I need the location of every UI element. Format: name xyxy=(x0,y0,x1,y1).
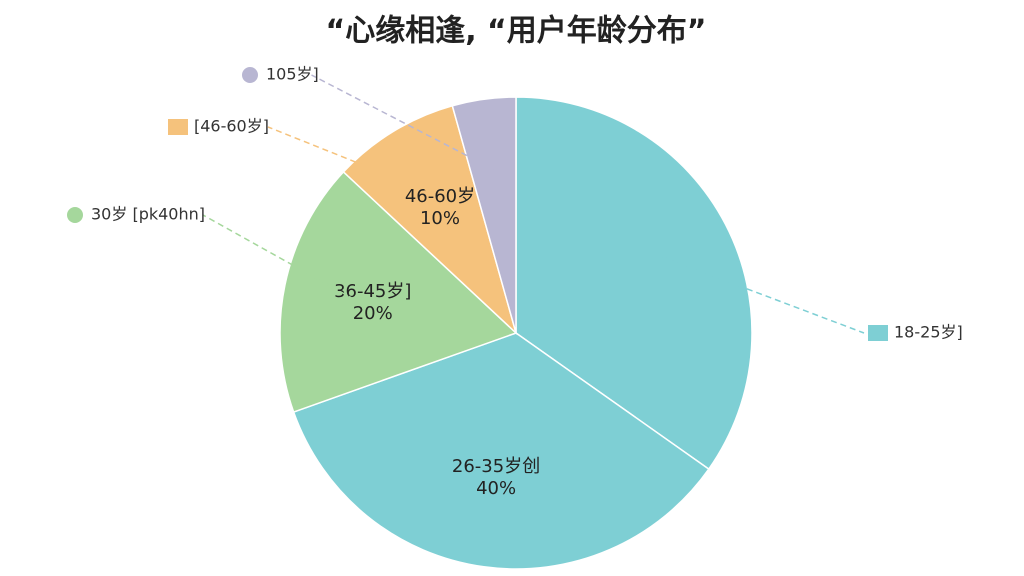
slice-label: 36-45岁] xyxy=(334,281,411,302)
legend-label: 105岁] xyxy=(266,65,319,84)
pie-slice xyxy=(279,170,518,413)
legend-marker xyxy=(67,207,83,223)
legend-marker xyxy=(168,119,188,135)
pie-slice xyxy=(451,96,517,334)
leader-line xyxy=(267,126,431,193)
pie-slice xyxy=(292,332,710,570)
legend-marker xyxy=(242,67,258,83)
pie-slice xyxy=(342,104,518,336)
pie-slice xyxy=(515,96,753,471)
legend-label: [46-60岁] xyxy=(194,117,269,136)
slice-value: 10% xyxy=(420,208,460,229)
chart-title: “心缘相逢, “用户年龄分布” xyxy=(326,14,707,49)
leader-line xyxy=(202,214,355,301)
legend-label: 30岁 [pk40hn] xyxy=(91,205,205,224)
leader-line xyxy=(311,74,494,171)
slice-label: 46-60岁 xyxy=(405,186,475,207)
slice-label: 26-35岁创 xyxy=(452,456,540,477)
slice-value: 20% xyxy=(353,303,393,324)
legend-label: 18-25岁] xyxy=(894,323,963,342)
slice-value: 40% xyxy=(476,478,516,499)
legend-marker xyxy=(868,325,888,341)
leader-line xyxy=(662,256,865,334)
